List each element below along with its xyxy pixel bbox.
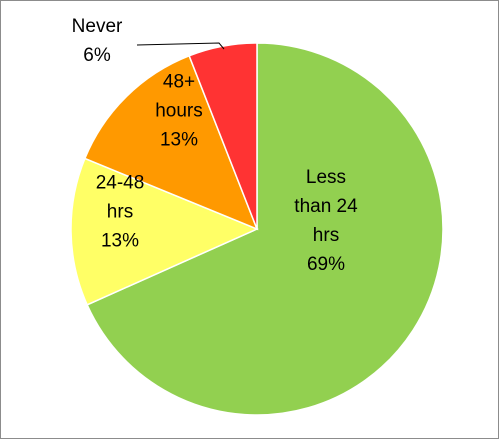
slice-label-line: 48+ [163, 72, 195, 93]
slice-label-48-hours: 48+ hours 13% [155, 72, 203, 151]
slice-label-never: Never 6% [72, 16, 123, 66]
slice-label-line: than 24 [294, 196, 358, 217]
slice-label-line: 6% [83, 45, 111, 66]
pie-slice-less-than-24-hrs [86, 42, 444, 416]
leader-line-never [136, 42, 225, 50]
slice-label-less-than-24-hrs: Less than 24 hrs 69% [294, 167, 358, 275]
slice-label-line: 13% [160, 130, 198, 151]
pie-slice-24-48-hrs [70, 157, 259, 306]
slice-label-line: Never [72, 16, 123, 37]
pie-slice-never [188, 42, 258, 230]
slice-labels: Less than 24 hrs 69% 24-48 hrs 13% 48+ hours 13% N… [72, 16, 358, 275]
pie-slices [70, 42, 444, 416]
slice-label-line: 13% [101, 231, 139, 252]
pie-slice-48-hours [83, 54, 259, 231]
slice-label-line: Less [306, 167, 346, 188]
slice-label-line: hrs [107, 202, 133, 223]
slice-label-24-48-hrs: 24-48 hrs 13% [96, 173, 145, 252]
slice-label-line: hours [155, 101, 203, 122]
slice-label-line: 69% [307, 254, 345, 275]
slice-label-line: 24-48 [96, 173, 145, 194]
leader-lines [136, 42, 225, 50]
slice-label-line: hrs [313, 225, 339, 246]
